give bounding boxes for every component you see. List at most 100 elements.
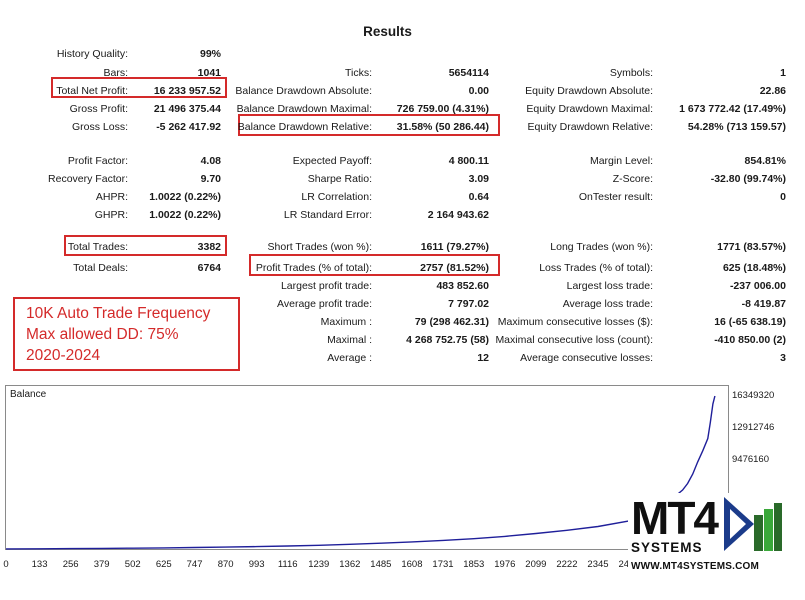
col1-label: Total Net Profit: [56, 85, 128, 97]
col2-label: Short Trades (won %): [267, 241, 372, 253]
x-tick-label: 1116 [277, 559, 298, 570]
col2-label: Profit Trades (% of total): [255, 262, 372, 274]
logo-arrow-icon [724, 497, 782, 551]
col1-value: 21 496 375.44 [153, 103, 221, 115]
col1-value: 16 233 957.52 [153, 85, 221, 97]
x-tick-label: 256 [62, 559, 79, 570]
x-tick-label: 1608 [401, 559, 423, 570]
x-tick-label: 1362 [339, 559, 361, 570]
col3-value: 16 (-65 638.19) [714, 316, 786, 328]
note-line-period: 2020-2024 [26, 347, 101, 364]
col2-value: 0.64 [468, 191, 489, 203]
col2-label: Average profit trade: [277, 298, 372, 310]
x-tick-label: 1239 [308, 559, 330, 570]
col1-value: 3382 [197, 241, 221, 253]
x-tick-label: 993 [248, 559, 265, 570]
col1-label: Profit Factor: [67, 155, 128, 167]
x-tick-label: 133 [31, 559, 48, 570]
note-line-drawdown: Max allowed DD: 75% [26, 326, 179, 343]
col1-value: 6764 [197, 262, 221, 274]
col2-label: Balance Drawdown Relative: [237, 121, 372, 133]
col3-value: 854.81% [744, 155, 786, 167]
col3-label: Maximal consecutive loss (count): [495, 334, 653, 346]
mt4-systems-logo: MT4 SYSTEMS WWW.MT4SYSTEMS.COM [628, 493, 782, 578]
col3-label: Equity Drawdown Maximal: [526, 103, 653, 115]
col3-value: 0 [780, 191, 786, 203]
col1-label: Recovery Factor: [48, 173, 128, 185]
col3-value: 22.86 [759, 85, 786, 97]
col2-label: LR Correlation: [301, 191, 372, 203]
col3-label: Long Trades (won %): [550, 241, 653, 253]
logo-url: WWW.MT4SYSTEMS.COM [631, 561, 760, 572]
x-tick-label: 1853 [463, 559, 485, 570]
x-tick-label: 747 [186, 559, 203, 570]
x-tick-label: 0 [3, 559, 9, 570]
col3-label: Equity Drawdown Relative: [527, 121, 653, 133]
y-tick-label: 16349320 [732, 389, 775, 401]
col3-value: 1 673 772.42 (17.49%) [679, 103, 786, 115]
x-tick-label: 870 [217, 559, 234, 570]
col3-value: 54.28% (713 159.57) [687, 121, 786, 133]
col2-value: 2757 (81.52%) [420, 262, 489, 274]
highlight-total-trades [64, 235, 227, 256]
highlight-profit-trades [249, 254, 500, 276]
col2-value: 4 800.11 [448, 155, 489, 167]
x-tick-label: 625 [155, 559, 172, 570]
col3-label: Largest loss trade: [566, 280, 653, 292]
col3-value: -237 006.00 [729, 280, 786, 292]
col2-label: Largest profit trade: [280, 280, 372, 292]
strategy-note: 10K Auto Trade Frequency Max allowed DD:… [13, 297, 240, 371]
x-tick-label: 379 [93, 559, 110, 570]
col2-label: Ticks: [344, 67, 372, 79]
col1-value: 4.08 [200, 155, 221, 167]
col2-label: Sharpe Ratio: [307, 173, 372, 185]
col3-label: Equity Drawdown Absolute: [525, 85, 653, 97]
note-line-frequency: 10K Auto Trade Frequency [26, 305, 211, 322]
y-tick-label: 12912746 [732, 422, 775, 434]
col3-value: 1771 (83.57%) [717, 241, 786, 253]
col2-label: Balance Drawdown Absolute: [235, 85, 372, 97]
x-tick-label: 1976 [494, 559, 516, 570]
col3-value: 3 [780, 352, 786, 364]
col3-value: -410 850.00 (2) [714, 334, 786, 346]
col3-label: Average loss trade: [562, 298, 653, 310]
col1-value: 1.0022 (0.22%) [149, 191, 221, 203]
col3-value: 625 (18.48%) [722, 262, 786, 274]
balance-chart: Balance 16349320 12912746 9476160 0 133 256 3… [3, 385, 805, 570]
x-tick-label: 2099 [525, 559, 547, 570]
col2-label: Expected Payoff: [292, 155, 372, 167]
col3-value: -32.80 (99.74%) [710, 173, 786, 185]
highlight-drawdown-relative [238, 114, 500, 136]
col1-label: AHPR: [95, 191, 128, 203]
col2-value: 3.09 [468, 173, 489, 185]
col3-label: Loss Trades (% of total): [539, 262, 653, 274]
results-title: Results [363, 24, 412, 39]
col1-value: 1041 [197, 67, 221, 79]
col2-value: 12 [477, 352, 489, 364]
highlight-net-profit [51, 77, 227, 98]
col3-label: Symbols: [609, 67, 653, 79]
balance-line [5, 395, 716, 550]
col1-label: History Quality: [56, 48, 128, 60]
col2-value: 2 164 943.62 [427, 209, 489, 221]
col2-value: 726 759.00 (4.31%) [396, 103, 489, 115]
col2-value: 1611 (79.27%) [420, 241, 489, 253]
col2-label: Maximum : [320, 316, 372, 328]
col1-label: Total Deals: [73, 262, 128, 274]
chart-plot-area: Balance [5, 385, 729, 550]
col3-label: Average consecutive losses: [520, 352, 653, 364]
col3-label: Z-Score: [612, 173, 653, 185]
col2-label: LR Standard Error: [283, 209, 372, 221]
col1-label: Bars: [103, 67, 128, 79]
logo-brand: MT4 [631, 492, 719, 544]
col2-value: 0.00 [468, 85, 489, 97]
col3-label: OnTester result: [578, 191, 653, 203]
col3-label: Maximum consecutive losses ($): [497, 316, 653, 328]
logo-subtitle: SYSTEMS [631, 540, 703, 555]
col1-label: Gross Loss: [71, 121, 128, 133]
chart-title: Balance [10, 389, 47, 400]
x-tick-label: 1485 [370, 559, 392, 570]
col2-value: 7 797.02 [448, 298, 489, 310]
col2-value: 4 268 752.75 (58) [406, 334, 489, 346]
col2-value: 5654114 [448, 67, 489, 79]
